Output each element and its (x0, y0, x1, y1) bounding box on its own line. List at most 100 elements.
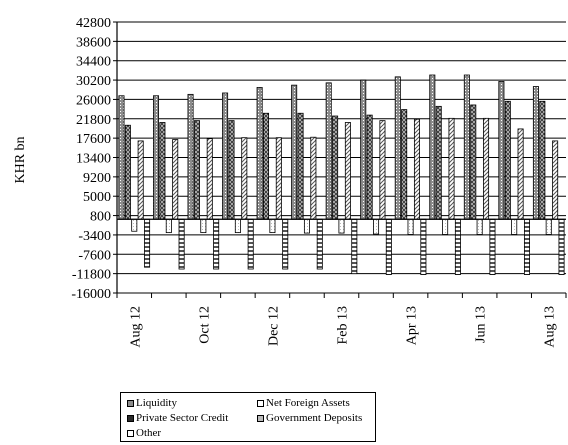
bar-liquidity (394, 76, 401, 220)
bar-government-deposits (137, 140, 144, 220)
x-tick-label: Oct 12 (197, 306, 212, 344)
bar-government-deposits (275, 137, 282, 220)
legend-label: Liquidity (136, 397, 177, 409)
bar-government-deposits (206, 138, 213, 220)
bar-liquidity (222, 92, 229, 220)
bar-private-sector-credit (228, 120, 235, 220)
legend-item-net-foreign-assets: Net Foreign Assets (257, 398, 350, 409)
legend-swatch (127, 400, 134, 407)
legend-item-liquidity: Liquidity (127, 398, 177, 409)
bar-private-sector-credit (159, 122, 166, 220)
x-tick-label: Dec 12 (266, 306, 281, 346)
bar-private-sector-credit (193, 120, 200, 220)
y-tick-label: 800 (90, 210, 111, 225)
y-tick-label: 30200 (76, 74, 111, 89)
y-tick-labels: 42800 38600 34400 30200 26000 21800 17600 13400… (71, 16, 111, 302)
bar-net-foreign-assets (338, 218, 345, 234)
y-tick-label: 9200 (83, 171, 111, 186)
bar-other (282, 218, 289, 270)
bar-liquidity (532, 86, 539, 220)
bar-government-deposits (552, 140, 559, 220)
bar-liquidity (291, 84, 298, 220)
bar-other (247, 218, 254, 270)
legend-swatch (127, 415, 134, 422)
x-tick-label: Feb 13 (336, 306, 351, 345)
bar-other (213, 218, 220, 270)
bar-net-foreign-assets (234, 218, 241, 234)
bar-net-foreign-assets (373, 218, 380, 235)
legend-label: Other (136, 427, 162, 439)
legend-item-other: Other (127, 428, 161, 439)
y-tick-label: 5000 (83, 190, 111, 205)
legend-swatch (257, 400, 264, 407)
bar-government-deposits (172, 139, 179, 220)
bar-private-sector-credit (124, 124, 131, 220)
bar-government-deposits (483, 117, 490, 220)
y-tick-label: -16000 (71, 287, 111, 302)
bar-net-foreign-assets (407, 218, 414, 235)
y-tick-label: 21800 (76, 113, 111, 128)
bar-other (420, 218, 427, 275)
y-tick-label: 38600 (76, 35, 111, 50)
bar-other (558, 218, 565, 275)
y-tick-label: 13400 (76, 152, 111, 167)
bar-government-deposits (379, 120, 386, 220)
bar-net-foreign-assets (511, 218, 518, 235)
y-tick-label: 42800 (76, 16, 111, 31)
x-tick-labels: Aug 12 Oct 12 Dec 12 Feb 13 Apr 13 Jun 13 Aug … (128, 306, 557, 348)
bar-net-foreign-assets (131, 218, 138, 232)
y-tick-label: -7600 (78, 248, 111, 263)
legend-label: Private Sector Credit (136, 412, 229, 424)
bar-liquidity (118, 95, 125, 220)
axes (113, 21, 567, 298)
y-tick-label: 26000 (76, 93, 111, 108)
bar-private-sector-credit (539, 100, 546, 220)
bar-liquidity (325, 82, 332, 220)
bar-private-sector-credit (366, 114, 373, 220)
legend-item-government-deposits: Government Deposits (257, 413, 362, 424)
bar-private-sector-credit (401, 109, 408, 220)
bar-net-foreign-assets (269, 218, 276, 234)
bar-private-sector-credit (332, 115, 339, 220)
bar-net-foreign-assets (442, 218, 449, 235)
y-tick-label: -11800 (72, 268, 111, 283)
bar-liquidity (153, 95, 160, 220)
bar-government-deposits (413, 118, 420, 220)
y-tick-label: 34400 (76, 55, 111, 70)
legend-swatch (257, 415, 264, 422)
bar-government-deposits (344, 122, 351, 220)
bar-other (178, 218, 185, 270)
bar-other (523, 218, 530, 275)
y-tick-label: -3400 (78, 229, 111, 244)
x-tick-label: Apr 13 (405, 306, 420, 345)
bars (118, 74, 565, 275)
x-tick-label: Aug 12 (128, 306, 143, 348)
y-tick-label: 17600 (76, 132, 111, 147)
bar-other (454, 218, 461, 275)
bar-net-foreign-assets (476, 218, 483, 235)
legend-label: Net Foreign Assets (266, 397, 350, 409)
bar-government-deposits (517, 128, 524, 220)
bar-net-foreign-assets (200, 218, 207, 234)
bar-liquidity (187, 93, 194, 220)
bar-net-foreign-assets (303, 218, 310, 234)
bar-liquidity (463, 74, 470, 220)
bar-other (385, 218, 392, 275)
bar-private-sector-credit (297, 112, 304, 220)
legend-item-private-sector-credit: Private Sector Credit (127, 413, 228, 424)
bar-private-sector-credit (435, 105, 442, 220)
bar-government-deposits (310, 136, 317, 220)
bar-liquidity (256, 87, 263, 220)
bar-liquidity (360, 79, 367, 220)
bar-other (351, 218, 358, 275)
x-tick-label: Aug 13 (543, 306, 558, 348)
bar-net-foreign-assets (165, 218, 172, 234)
bar-private-sector-credit (263, 112, 270, 220)
bar-liquidity (498, 81, 505, 220)
legend-label: Government Deposits (266, 412, 363, 424)
legend: Liquidity Net Foreign Assets Private Secto… (120, 392, 376, 442)
y-axis-label: KHR bn (13, 136, 28, 183)
bar-private-sector-credit (504, 100, 511, 220)
x-tick-label: Jun 13 (474, 306, 489, 343)
